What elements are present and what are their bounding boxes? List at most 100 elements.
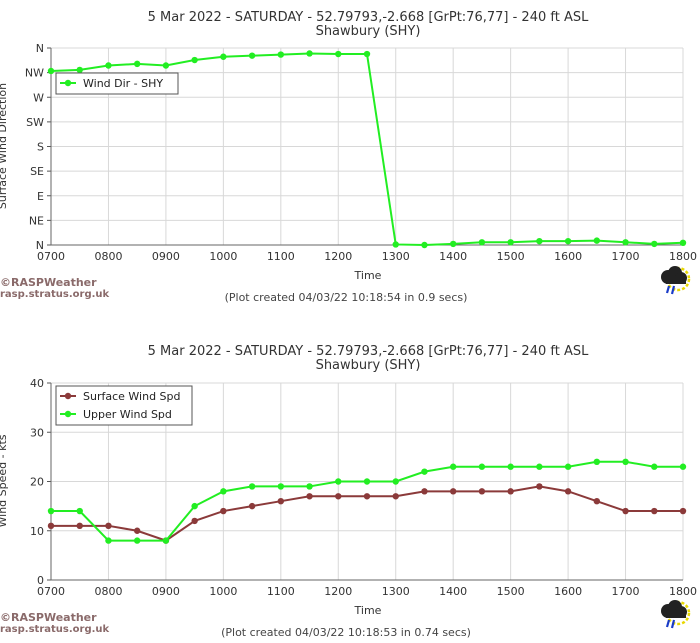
data-point [392,493,399,500]
data-point [392,241,399,248]
data-point [220,488,227,495]
data-point [248,52,256,59]
data-point [392,478,399,485]
data-point [76,66,83,74]
data-point [47,67,55,75]
y-tick-label: NW [25,67,44,80]
data-point [449,240,457,248]
y-tick-label: N [36,239,44,252]
legend-label: Surface Wind Spd [83,390,181,403]
legend-swatch-marker [64,410,72,418]
x-tick-label: 1600 [554,250,582,263]
brand-url: rasp.stratus.org.uk [0,624,110,635]
data-point [622,239,629,246]
data-point [507,463,514,470]
chart-title: 5 Mar 2022 - SATURDAY - 52.79793,-2.668 … [148,10,589,25]
y-tick-label: N [36,42,44,55]
data-point [335,493,342,500]
data-point [507,239,514,246]
data-point [536,463,543,470]
data-point [220,53,227,60]
x-tick-label: 0700 [37,585,65,598]
data-point [507,488,514,495]
x-tick-label: 1200 [324,585,352,598]
legend-box [55,385,193,426]
x-tick-label: 0800 [94,250,122,263]
rasp-logo-icon [661,266,691,295]
data-point [421,488,428,495]
brand-name: ©RASPWeather [0,611,97,624]
data-point [593,498,601,505]
data-point [478,239,486,246]
y-tick-label: NE [29,214,44,227]
data-point [47,522,55,530]
y-tick-label: SW [26,116,44,129]
data-point [536,483,543,490]
legend-label: Upper Wind Spd [83,408,172,421]
data-point [363,493,371,500]
x-tick-label: 1300 [382,585,410,598]
data-point [277,498,285,505]
data-point [306,50,313,57]
y-axis-label: Surface Wind Direction [0,83,9,209]
data-point [679,463,687,470]
data-point [622,507,629,515]
data-point [105,522,112,530]
data-point [133,527,141,534]
x-axis-label: Time [354,269,382,282]
y-tick-label: S [37,141,44,154]
data-point [47,507,55,515]
series-line [51,460,683,542]
x-tick-label: 0900 [152,250,180,263]
data-point [478,488,486,495]
y-tick-label: W [33,91,44,104]
data-point [449,463,457,470]
data-point [248,502,256,510]
x-tick-label: 1400 [439,250,467,263]
data-point [679,507,687,515]
data-point [105,62,112,69]
data-point [478,463,486,470]
y-tick-label: 0 [37,574,44,587]
chart-title: 5 Mar 2022 - SATURDAY - 52.79793,-2.668 … [148,344,589,359]
x-tick-label: 1700 [612,585,640,598]
x-axis-label: Time [354,604,382,617]
x-tick-label: 1500 [497,585,525,598]
data-point [335,50,342,58]
data-point [133,537,141,544]
x-tick-label: 0700 [37,250,65,263]
chart-subtitle: Shawbury (SHY) [316,24,421,39]
data-point [622,458,629,465]
data-point [593,458,601,465]
data-point [306,493,313,500]
x-tick-label: 1200 [324,250,352,263]
y-tick-label: E [37,190,44,203]
data-point [363,50,371,58]
data-point [651,240,658,248]
data-point [191,56,198,64]
data-point [651,463,658,470]
legend-label: Wind Dir - SHY [83,77,163,90]
y-tick-label: SE [30,165,44,178]
data-point [191,517,198,525]
data-point [363,478,371,485]
rasp-logo-icon [661,600,691,629]
x-tick-label: 1500 [497,250,525,263]
data-point [191,502,198,510]
y-tick-label: 30 [30,426,44,439]
x-tick-label: 1800 [669,585,697,598]
data-point [162,537,170,544]
data-point [105,537,112,544]
x-tick-label: 1100 [267,585,295,598]
data-point [593,237,601,244]
x-tick-label: 1300 [382,250,410,263]
legend-swatch-marker [64,79,72,87]
data-point [277,483,285,490]
x-tick-label: 1700 [612,250,640,263]
x-tick-label: 1100 [267,250,295,263]
data-point [449,488,457,495]
brand-name: ©RASPWeather [0,276,97,289]
legend-box [55,72,179,95]
data-point [133,60,141,68]
